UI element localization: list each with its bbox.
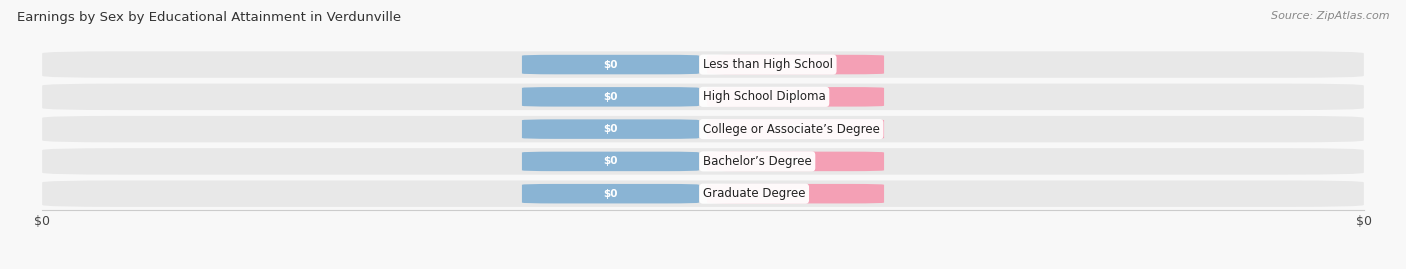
Text: Bachelor’s Degree: Bachelor’s Degree (703, 155, 811, 168)
FancyBboxPatch shape (42, 116, 1364, 142)
Text: $0: $0 (789, 92, 803, 102)
FancyBboxPatch shape (522, 55, 699, 74)
FancyBboxPatch shape (522, 119, 699, 139)
FancyBboxPatch shape (42, 84, 1364, 110)
Text: College or Associate’s Degree: College or Associate’s Degree (703, 123, 880, 136)
FancyBboxPatch shape (42, 148, 1364, 175)
Text: $0: $0 (603, 92, 617, 102)
Text: Graduate Degree: Graduate Degree (703, 187, 806, 200)
Text: Less than High School: Less than High School (703, 58, 832, 71)
Legend: Male, Female: Male, Female (636, 264, 770, 269)
FancyBboxPatch shape (707, 184, 884, 203)
Text: $0: $0 (603, 59, 617, 70)
Text: $0: $0 (603, 156, 617, 167)
FancyBboxPatch shape (707, 87, 884, 107)
Text: High School Diploma: High School Diploma (703, 90, 825, 103)
Text: $0: $0 (603, 124, 617, 134)
FancyBboxPatch shape (707, 119, 884, 139)
FancyBboxPatch shape (522, 87, 699, 107)
FancyBboxPatch shape (707, 152, 884, 171)
Text: $0: $0 (789, 59, 803, 70)
FancyBboxPatch shape (522, 152, 699, 171)
FancyBboxPatch shape (707, 55, 884, 74)
Text: $0: $0 (603, 189, 617, 199)
FancyBboxPatch shape (42, 51, 1364, 78)
FancyBboxPatch shape (42, 180, 1364, 207)
Text: Earnings by Sex by Educational Attainment in Verdunville: Earnings by Sex by Educational Attainmen… (17, 11, 401, 24)
Text: Source: ZipAtlas.com: Source: ZipAtlas.com (1271, 11, 1389, 21)
Text: $0: $0 (789, 124, 803, 134)
FancyBboxPatch shape (522, 184, 699, 203)
Text: $0: $0 (789, 189, 803, 199)
Text: $0: $0 (789, 156, 803, 167)
